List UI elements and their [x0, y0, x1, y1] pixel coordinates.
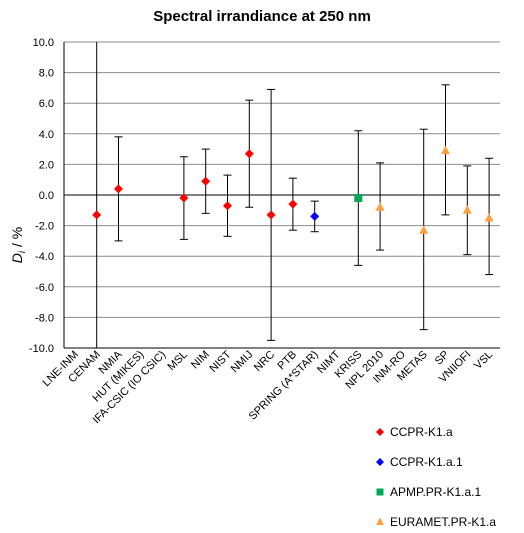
y-tick-label: 4.0 — [39, 129, 54, 141]
y-tick-label: -4.0 — [35, 251, 54, 263]
data-point — [310, 211, 320, 221]
chart-title: Spectral irrandiance at 250 nm — [153, 8, 371, 25]
legend-label: CCPR-K1.a.1 — [390, 455, 463, 469]
y-axis-label-unit: / % — [9, 227, 25, 251]
legend: CCPR-K1.a CCPR-K1.a.1 APMP.PR-K1.a.1 EURAME… — [376, 425, 496, 529]
x-category-label: MSL — [166, 349, 190, 373]
y-axis-label-main: D — [9, 253, 25, 263]
y-tick-label: 10.0 — [33, 37, 54, 49]
data-point — [354, 194, 363, 203]
data-point — [375, 202, 385, 211]
x-category-label: NRC — [252, 349, 277, 374]
y-tick-label: 6.0 — [39, 98, 54, 110]
data-point — [244, 149, 254, 159]
y-tick-label: -2.0 — [35, 221, 54, 233]
legend-marker — [376, 517, 384, 525]
data-point — [266, 210, 276, 220]
y-tick-label: 0.0 — [39, 190, 54, 202]
x-category-label: NIST — [207, 348, 233, 374]
data-point — [179, 193, 189, 203]
axes — [63, 42, 500, 349]
data-point — [223, 201, 232, 211]
data-markers — [92, 145, 494, 234]
x-category-label: NMIJ — [229, 349, 256, 376]
legend-label: CCPR-K1.a — [390, 425, 453, 439]
y-tick-label: -6.0 — [35, 282, 54, 294]
data-point — [462, 205, 472, 214]
data-point — [114, 184, 123, 194]
legend-label: APMP.PR-K1.a.1 — [390, 485, 481, 499]
data-point — [288, 199, 298, 209]
data-point — [201, 176, 211, 186]
y-tick-labels: -10.0 -8.0 -6.0 -4.0 -2.0 0.0 2.0 4.0 6.0 8.0 10.0 — [29, 37, 54, 355]
data-point — [419, 225, 429, 234]
data-point — [441, 145, 450, 155]
data-point — [92, 210, 102, 220]
legend-marker — [376, 458, 384, 466]
legend-marker — [376, 428, 384, 436]
y-tick-label: 8.0 — [39, 68, 54, 80]
x-category-label: VSL — [472, 349, 495, 372]
y-tick-label: 2.0 — [39, 159, 54, 171]
legend-marker — [376, 488, 384, 496]
y-tick-label: -8.0 — [35, 312, 54, 324]
legend-label: EURAMET.PR-K1.a — [390, 515, 496, 529]
y-axis-label: Di / % — [9, 227, 28, 263]
y-axis-label-subscript: i — [17, 250, 28, 253]
y-tick-label: -10.0 — [29, 343, 54, 355]
data-point — [484, 212, 494, 222]
